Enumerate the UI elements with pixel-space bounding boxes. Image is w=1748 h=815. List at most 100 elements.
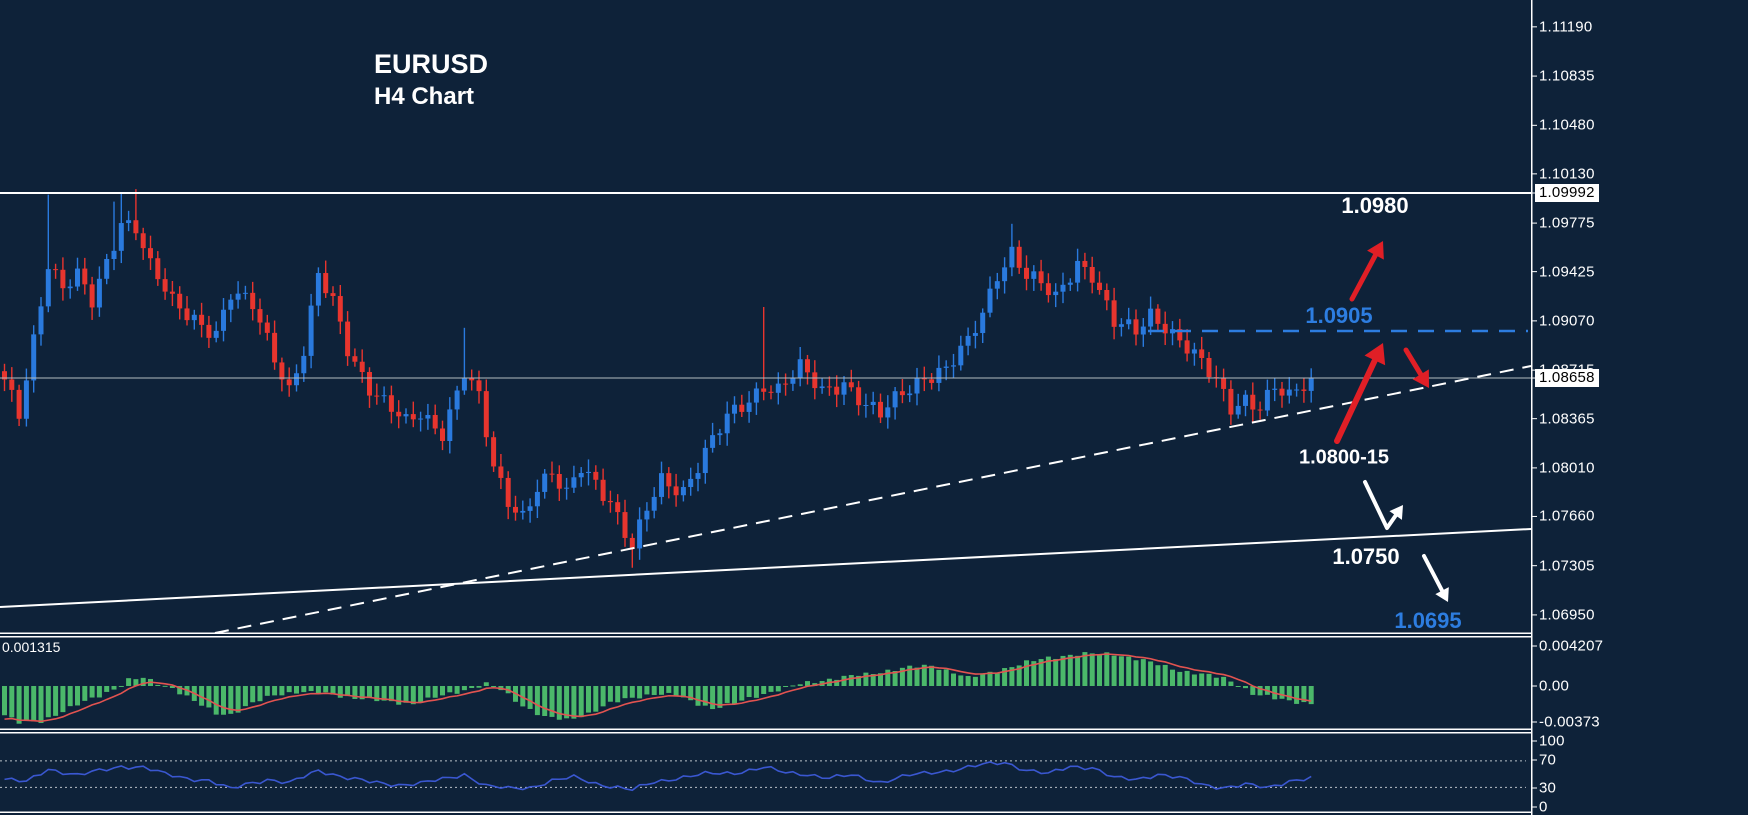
macd-histogram-bar <box>688 686 694 701</box>
bear-candle <box>9 379 15 390</box>
macd-histogram-bar <box>644 686 650 695</box>
bull-candle <box>1235 405 1241 415</box>
bull-candle <box>1294 389 1300 391</box>
bull-candle <box>118 223 124 251</box>
macd-histogram-bar <box>717 686 723 708</box>
price-tick-label: 1.08010 <box>1539 459 1595 477</box>
bear-candle <box>199 314 205 325</box>
macd-histogram-bar <box>527 686 533 709</box>
bull-candle <box>403 414 409 417</box>
bear-candle <box>367 372 372 396</box>
bear-candle <box>848 382 854 388</box>
rsi-tick-label: 0 <box>1539 798 1548 815</box>
rsi-tick-label: 70 <box>1539 751 1557 769</box>
macd-histogram-bar <box>542 686 548 717</box>
macd-histogram-bar <box>848 675 854 686</box>
timeframe-label: H4 Chart <box>374 83 475 111</box>
bull-candle <box>1031 271 1037 279</box>
bear-candle <box>622 512 628 538</box>
macd-histogram-bar <box>169 686 175 688</box>
macd-histogram-bar <box>374 686 380 702</box>
bull-candle <box>571 477 577 488</box>
down-to-1.0695-arrowhead <box>1435 587 1449 602</box>
macd-histogram-bar <box>272 686 278 696</box>
panel-separator <box>0 811 1531 813</box>
macd-histogram-bar <box>1184 670 1190 686</box>
macd-histogram-bar <box>629 686 635 698</box>
macd-histogram-bar <box>1279 686 1285 699</box>
macd-histogram-bar <box>104 686 110 692</box>
macd-histogram-bar <box>1060 655 1066 686</box>
bull-candle <box>841 382 847 395</box>
macd-histogram-bar <box>31 686 37 722</box>
bull-candle <box>695 473 701 479</box>
macd-histogram-bar <box>476 686 482 688</box>
bear-candle <box>615 502 621 513</box>
bull-candle <box>1170 329 1175 334</box>
bull-candle <box>710 435 716 448</box>
macd-histogram-bar <box>1002 668 1008 686</box>
bull-candle <box>863 405 869 407</box>
price-tick-label: 1.09425 <box>1539 263 1595 281</box>
macd-histogram-bar <box>980 673 986 686</box>
bull-candle <box>797 359 803 379</box>
bear-candle <box>607 500 613 503</box>
bear-candle <box>257 309 263 323</box>
price-tick-label: 1.10130 <box>1539 165 1595 183</box>
macd-histogram-bar <box>440 686 445 696</box>
bear-candle <box>505 477 511 507</box>
bull-candle <box>75 268 80 287</box>
bull-candle <box>819 386 825 389</box>
macd-histogram-bar <box>600 686 606 707</box>
price-tick-label: 1.10835 <box>1539 67 1595 85</box>
bear-candle <box>805 359 810 373</box>
bull-candle <box>235 293 241 300</box>
macd-histogram-bar <box>177 686 183 695</box>
bear-candle <box>345 321 351 357</box>
macd-histogram-bar <box>622 686 628 699</box>
panel-separator <box>0 632 1531 634</box>
bounce-at-1.0750-arrow-shaft <box>1363 480 1398 530</box>
bear-candle <box>1279 388 1285 396</box>
bull-candle <box>461 378 467 391</box>
bull-candle <box>586 471 591 474</box>
bull-candle <box>31 334 37 381</box>
macd-histogram-bar <box>301 686 307 693</box>
bull-candle <box>111 250 117 259</box>
macd-histogram-bar <box>140 677 146 686</box>
price-tick-label: 1.06950 <box>1539 606 1595 624</box>
macd-histogram-bar <box>388 686 394 702</box>
rsi-line <box>4 761 1312 792</box>
macd-histogram-bar <box>403 686 409 703</box>
macd-histogram-bar <box>213 686 219 715</box>
bull-candle <box>242 292 248 294</box>
macd-histogram-bar <box>994 672 1000 686</box>
bear-candle <box>899 391 905 396</box>
macd-histogram-bar <box>1009 667 1015 686</box>
bull-candle <box>1140 326 1146 335</box>
macd-histogram-bar <box>1162 664 1168 686</box>
macd-histogram-bar <box>1257 686 1263 696</box>
macd-histogram-bar <box>929 665 935 686</box>
bull-candle <box>96 278 102 308</box>
macd-histogram-bar <box>381 686 387 701</box>
rising-dashed-trendline <box>214 365 1532 634</box>
macd-histogram-bar <box>330 686 336 695</box>
macd-histogram-bar <box>235 686 241 713</box>
macd-histogram-bar <box>279 686 285 696</box>
macd-histogram-bar <box>1097 654 1102 686</box>
bull-candle <box>746 402 752 412</box>
bear-candle <box>1228 388 1234 415</box>
bull-candle <box>1286 389 1292 396</box>
symbol-label: EURUSD <box>374 49 489 79</box>
bear-candle <box>826 386 832 388</box>
annotation-target-1-0980: 1.0980 <box>1341 193 1409 218</box>
macd-histogram-bar <box>1213 677 1219 686</box>
annotation-level-1-0750: 1.0750 <box>1332 544 1400 569</box>
macd-histogram-bar <box>921 664 927 686</box>
bear-candle <box>783 383 789 385</box>
bear-candle <box>1111 300 1117 327</box>
macd-histogram-bar <box>9 686 15 718</box>
